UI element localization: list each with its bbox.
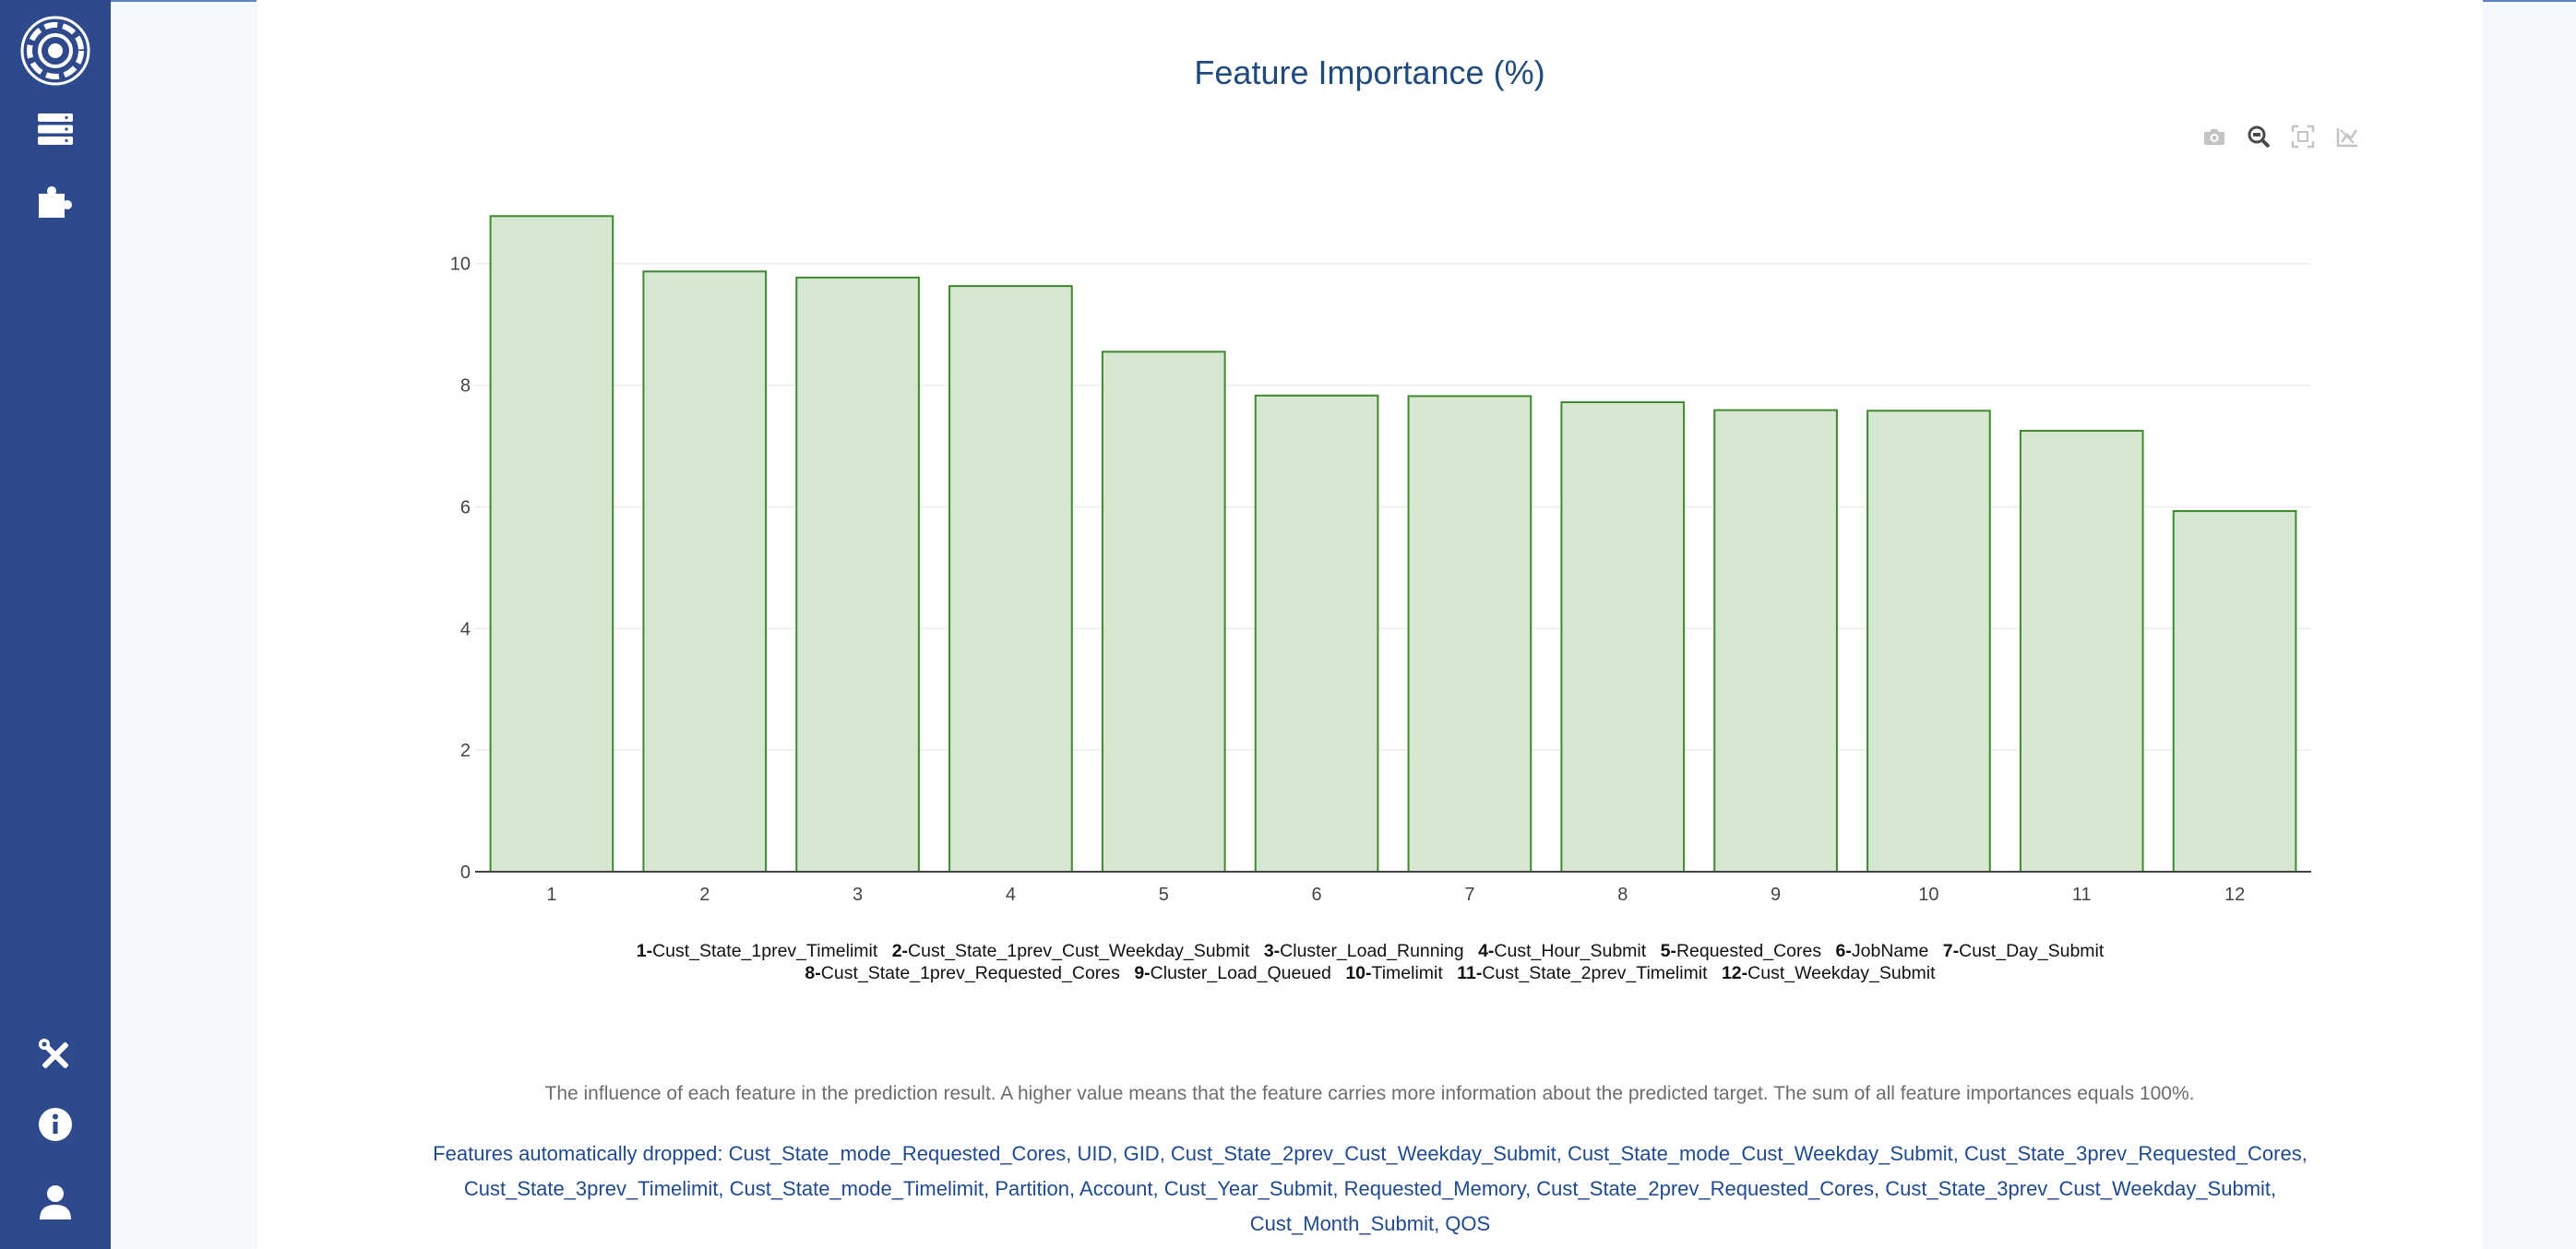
legend-number: 6- [1835, 941, 1852, 961]
puzzle-icon[interactable] [0, 181, 111, 220]
legend-entry: 11-Cust_State_2prev_Timelimit [1457, 963, 1707, 983]
grid [475, 262, 2311, 751]
reset-axes-icon[interactable] [2333, 123, 2361, 150]
x-tick-label: 4 [1006, 885, 1016, 905]
bar-2[interactable] [642, 270, 768, 873]
y-tick-label: 10 [450, 255, 471, 275]
tools-icon[interactable] [0, 1037, 111, 1074]
dropped-features: Features automatically dropped: Cust_Sta… [433, 1142, 2308, 1235]
legend-entry: 2-Cust_State_1prev_Cust_Weekday_Submit [892, 941, 1250, 961]
y-tick-label: 4 [460, 619, 471, 639]
legend-entry: 1-Cust_State_1prev_Timelimit [637, 941, 878, 961]
legend-label: Timelimit [1371, 963, 1443, 983]
legend-label: Cust_State_2prev_Timelimit [1482, 963, 1708, 983]
legend-entry: 10-Timelimit [1345, 963, 1442, 983]
x-tick-label: 3 [853, 885, 863, 905]
chart-title: Feature Importance (%) [1194, 54, 1545, 91]
legend-number: 12- [1721, 963, 1748, 983]
legend-entry: 4-Cust_Hour_Submit [1478, 941, 1646, 961]
server-icon[interactable] [0, 113, 111, 146]
legend: 1-Cust_State_1prev_Timelimit 2-Cust_Stat… [480, 940, 2260, 984]
x-tick-label: 12 [2224, 885, 2245, 905]
logo-icon[interactable] [0, 15, 111, 87]
x-tick-label: 7 [1464, 885, 1474, 905]
y-tick-label: 2 [460, 741, 471, 761]
camera-icon[interactable] [2200, 123, 2228, 150]
x-tick-label: 8 [1617, 885, 1628, 905]
legend-number: 4- [1478, 941, 1495, 961]
user-icon[interactable] [0, 1184, 111, 1221]
y-tick-label: 6 [460, 497, 471, 517]
legend-label: Cust_Weekday_Submit [1747, 963, 1936, 983]
legend-number: 2- [891, 941, 909, 961]
x-tick-label: 2 [699, 885, 710, 905]
x-tick-label: 11 [2072, 885, 2092, 905]
x-tick-label: 5 [1159, 885, 1169, 905]
legend-label: Cluster_Load_Running [1280, 941, 1464, 961]
legend-entry: 6-JobName [1836, 941, 1929, 961]
legend-entry: 5-Requested_Cores [1661, 941, 1822, 961]
legend-number: 8- [805, 963, 821, 983]
legend-entry: 12-Cust_Weekday_Submit [1722, 963, 1936, 983]
legend-entry: 7-Cust_Day_Submit [1943, 941, 2105, 961]
legend-number: 1- [636, 941, 653, 961]
bar-11[interactable] [2019, 430, 2144, 873]
info-icon[interactable] [0, 1107, 111, 1142]
bar-4[interactable] [948, 285, 1073, 874]
legend-number: 7- [1942, 941, 1960, 961]
bar-6[interactable] [1254, 394, 1379, 873]
zoom-icon[interactable] [2245, 123, 2272, 150]
bar-9[interactable] [1713, 409, 1838, 873]
bar-1[interactable] [489, 215, 614, 873]
legend-number: 5- [1660, 941, 1676, 961]
legend-entry: 9-Cluster_Load_Queued [1134, 963, 1331, 983]
bars [489, 215, 2297, 874]
bar-12[interactable] [2172, 510, 2297, 873]
legend-number: 3- [1263, 941, 1281, 961]
legend-label: Cust_Hour_Submit [1494, 941, 1647, 961]
legend-number: 10- [1345, 963, 1372, 983]
bar-8[interactable] [1560, 401, 1686, 873]
chart-modebar [2200, 123, 2361, 150]
x-tick-label: 1 [546, 885, 556, 905]
x-tick-label: 9 [1771, 885, 1781, 905]
y-tick-label: 0 [460, 862, 471, 883]
legend-label: Cust_State_1prev_Timelimit [652, 941, 878, 961]
legend-label: Cust_State_1prev_Requested_Cores [820, 963, 1120, 983]
legend-label: Cluster_Load_Queued [1150, 963, 1331, 983]
legend-label: Requested_Cores [1676, 941, 1822, 961]
bar-10[interactable] [1866, 410, 1991, 873]
legend-label: Cust_Day_Submit [1959, 941, 2105, 961]
legend-entry: 3-Cluster_Load_Running [1264, 941, 1464, 961]
y-tick-label: 8 [460, 376, 471, 397]
sidebar [0, 0, 111, 1249]
bar-3[interactable] [795, 276, 920, 873]
bar-5[interactable] [1101, 351, 1226, 873]
legend-number: 11- [1457, 963, 1483, 983]
autoscale-icon[interactable] [2289, 123, 2317, 150]
legend-number: 9- [1134, 963, 1151, 983]
x-tick-label: 6 [1312, 885, 1322, 905]
legend-entry: 8-Cust_State_1prev_Requested_Cores [805, 963, 1119, 983]
x-tick-label: 10 [1918, 885, 1938, 905]
chart-description: The influence of each feature in the pre… [544, 1083, 2195, 1104]
legend-label: JobName [1851, 941, 1929, 961]
legend-label: Cust_State_1prev_Cust_Weekday_Submit [908, 941, 1250, 961]
bar-7[interactable] [1407, 395, 1532, 873]
